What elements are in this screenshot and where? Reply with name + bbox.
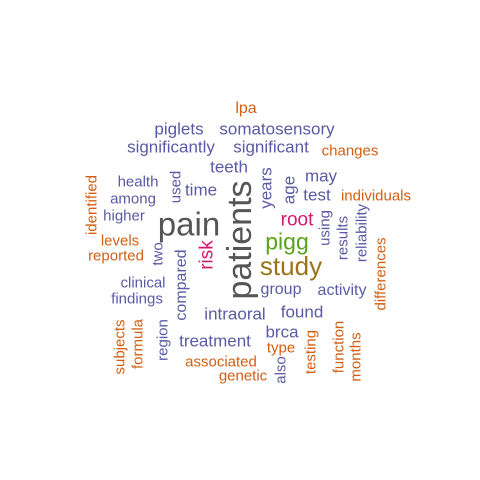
word-brca: brca — [265, 322, 299, 342]
word-risk: risk — [196, 240, 218, 270]
word-results: results — [334, 215, 352, 261]
word-changes: changes — [321, 142, 379, 160]
word-using: using — [316, 210, 334, 246]
word-age: age — [279, 175, 299, 205]
word-activity: activity — [317, 282, 367, 299]
word-found: found — [280, 302, 324, 322]
word-significantly: significantly — [127, 137, 215, 157]
word-testing: testing — [302, 329, 320, 375]
word-compared: compared — [173, 249, 190, 321]
word-type: type — [266, 339, 296, 357]
word-region: region — [154, 319, 172, 361]
word-genetic: genetic — [218, 367, 268, 385]
word-levels: levels — [100, 232, 140, 250]
word-function: function — [330, 320, 348, 374]
word-among: among — [110, 190, 156, 208]
word-findings: findings — [111, 290, 163, 308]
word-used: used — [167, 170, 185, 204]
word-may: may — [304, 166, 338, 186]
word-individuals: individuals — [340, 187, 412, 205]
word-test: test — [303, 185, 331, 205]
word-reliability: reliability — [353, 203, 371, 263]
word-somatosensory: somatosensory — [219, 119, 335, 139]
word-subjects: subjects — [111, 319, 129, 375]
word-reported: reported — [88, 247, 144, 265]
word-identified: identified — [83, 174, 101, 236]
word-treatment: treatment — [179, 331, 251, 351]
word-intraoral: intraoral — [204, 304, 266, 324]
word-time: time — [184, 180, 218, 200]
word-lpa: lpa — [235, 100, 257, 117]
word-clinical: clinical — [120, 274, 166, 292]
word-study: study — [259, 251, 323, 281]
word-higher: higher — [103, 207, 145, 225]
word-differences: differences — [372, 237, 390, 311]
word-months: months — [347, 332, 365, 382]
word-years: years — [256, 167, 276, 209]
word-formula: formula — [129, 318, 147, 370]
word-pigg: pigg — [265, 228, 309, 255]
word-significant: significant — [233, 137, 309, 157]
word-teeth: teeth — [210, 157, 248, 177]
word-pain: pain — [157, 205, 221, 243]
word-two: two — [149, 242, 167, 266]
word-root: root — [280, 209, 314, 231]
word-patients: patients — [221, 180, 259, 300]
word-group: group — [260, 281, 302, 298]
word-piglets: piglets — [154, 119, 204, 139]
word-health: health — [117, 173, 159, 191]
word-associated: associated — [185, 353, 257, 371]
word-also: also — [272, 356, 290, 384]
